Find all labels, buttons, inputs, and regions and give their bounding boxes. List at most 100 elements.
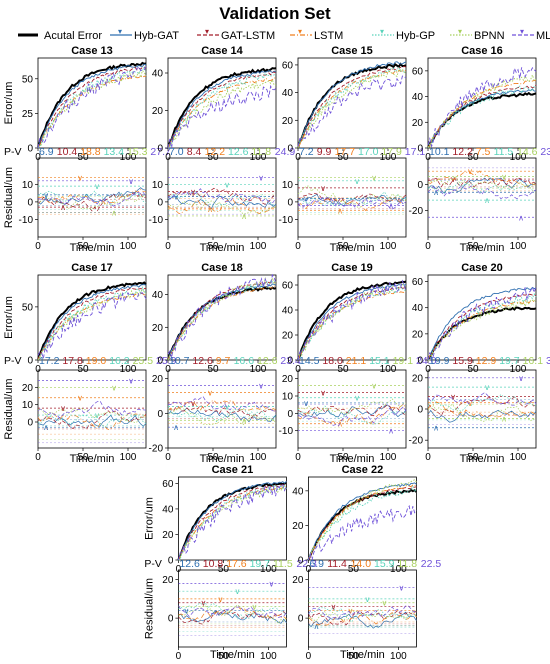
x-tick-label: 50 [467,152,479,163]
residual-series [37,410,147,430]
x-tick-label: 50 [207,452,219,463]
residual-series [37,407,147,424]
peak-marker: ∨ [43,191,49,200]
residual-series [427,403,537,422]
pv-value: 19.0 [86,355,107,367]
error-series [297,280,407,360]
x-tick-label: 50 [207,364,219,375]
pv-value: 10.8 [203,558,224,570]
pv-value: 7.2 [299,146,314,158]
x-axis-label: Time/min [200,453,245,465]
peak-marker: ∧ [207,205,213,214]
peak-marker: ∧ [337,420,343,429]
x-tick-label: 100 [390,564,407,575]
peak-marker: ∨ [77,173,83,182]
residual-series [178,609,287,625]
y-tick-label: 0 [417,356,423,367]
pv-value: 12.2 [205,146,226,158]
x-tick-label: 50 [218,564,230,575]
residual-series [297,406,407,427]
peak-marker: ∨ [381,599,387,608]
error-axes [427,57,537,149]
peak-marker: ∨ [128,177,134,186]
error-axes [37,274,147,361]
error-series [427,286,537,360]
pv-value: 16.6 [234,355,255,367]
error-series [297,65,407,149]
error-series [177,480,287,561]
residual-series [167,198,277,215]
y-tick-label: 20 [282,331,294,342]
pv-value: 10.7 [169,355,190,367]
peak-marker: ∨ [224,180,230,189]
pv-value: 12.6 [192,355,213,367]
peak-marker: ∧ [433,188,439,197]
error-series [427,80,537,149]
peak-marker: ∧ [111,208,117,217]
pv-value: 19.7 [499,355,520,367]
x-tick-label: 50 [77,364,89,375]
peak-marker: ∨ [94,182,100,191]
pv-value: 12.6 [257,355,278,367]
legend-item: ▾ Hyb-GAT [110,27,179,42]
pv-value: 25.5 [133,355,154,367]
y-tick-label: 0 [287,409,293,420]
x-tick-label: 0 [176,564,182,575]
pv-value: 17.7 [335,146,356,158]
y-tick-label: 0 [27,144,33,155]
y-tick-label: 20 [162,575,174,586]
x-tick-label: 50 [467,452,479,463]
peak-marker: ∨ [371,173,377,182]
error-series [167,280,277,361]
peak-marker: ∨ [60,404,66,413]
case-title: Case 18 [201,262,243,274]
pv-value: 11.8 [397,558,417,570]
residual-axes [427,157,537,238]
pv-value: 17.2 [39,355,60,367]
pv-value: 21.1 [346,355,367,367]
pv-value: 7.0 [169,146,184,158]
pv-label: P-V [4,355,22,367]
peak-marker: ∧ [337,207,343,216]
panel: Case 16 0 20 40 60 0 50 100 10.1 12.2 7.5 11.5 14.6 2… [409,45,550,254]
y-tick-label: 60 [412,277,424,288]
y-tick-label: 0 [287,356,293,367]
x-axis-label: Time/min [210,649,255,661]
x-axis-label: Time/min [460,453,505,465]
x-tick-label: 50 [467,364,479,375]
y-tick-label: -20 [409,436,424,447]
pv-label: P-V [4,146,22,158]
residual-axes [37,369,147,449]
error-series [37,284,147,361]
y-tick-label: 20 [292,575,304,586]
residual-series [37,400,147,419]
peak-marker: ∨ [207,389,213,398]
y-tick-label: 20 [152,374,164,385]
y-tick-label: 20 [152,323,164,334]
residual-series [37,187,147,205]
x-axis-label: Time/min [330,242,375,254]
legend-label: GAT-LSTM [221,30,275,42]
peak-marker: ∨ [183,606,189,615]
y-tick-label: 0 [417,144,423,155]
y-tick-label: 20 [152,106,164,117]
residual-series [167,195,277,210]
pv-value: 17.9 [381,146,402,158]
peak-marker: ∨ [484,383,490,392]
pv-value: 18.8 [80,146,101,158]
legend-marker: ▾ [380,27,384,36]
error-series [167,69,277,149]
x-tick-label: 100 [380,152,397,163]
peak-marker: ∧ [241,416,247,425]
peak-marker: ∨ [467,167,473,176]
residual-series [167,187,277,205]
peak-marker: ∨ [268,579,274,588]
peak-marker: ∧ [501,414,507,423]
residual-series [178,602,287,620]
error-series [167,273,277,359]
error-series [427,66,537,149]
error-series [297,283,407,359]
x-tick-label: 0 [295,364,301,375]
residual-series [427,175,537,189]
